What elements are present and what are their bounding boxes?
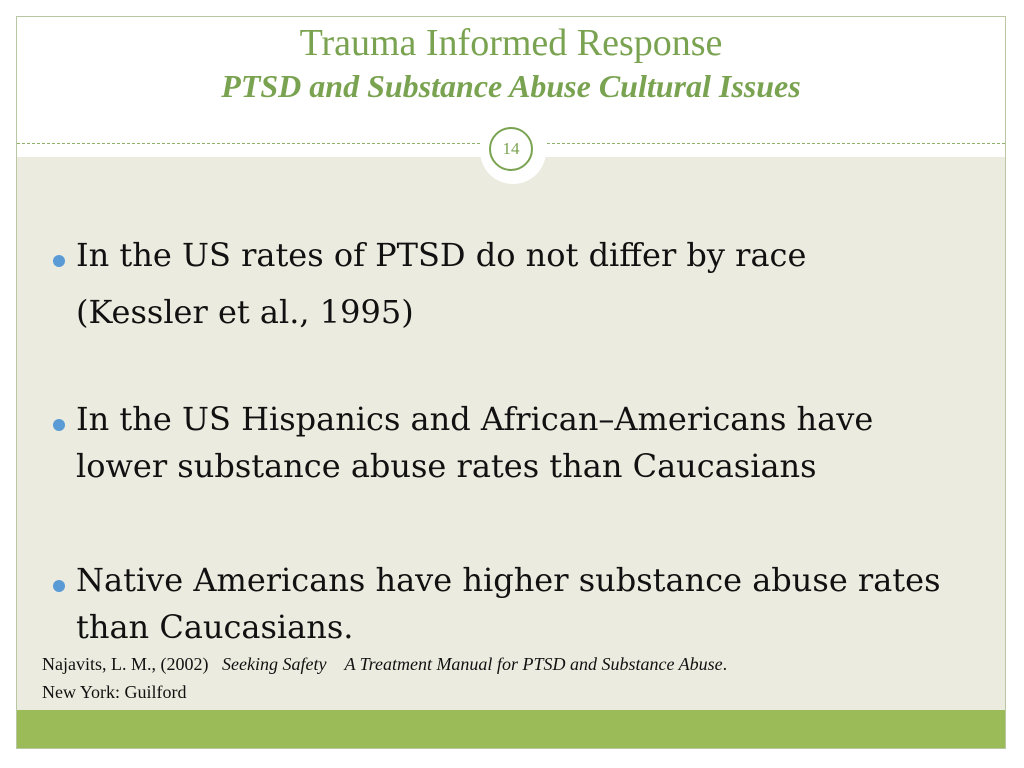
bullet-item: In the US rates of PTSD do not differ by… [53,232,996,336]
bullet-item: In the US Hispanics and African–American… [53,396,996,490]
citation-title: Seeking Safety [221,654,327,674]
citation-line-1: Najavits, L. M., (2002) Seeking Safety A… [42,650,992,678]
citation-author: Najavits, L. M., (2002) [42,654,209,674]
bullet-list: In the US rates of PTSD do not differ by… [17,157,1005,710]
bullet-dot-icon [53,419,65,431]
bullet-line: lower substance abuse rates than Caucasi… [76,447,817,485]
slide-number: 14 [489,127,533,171]
bullet-line: (Kessler et al., 1995) [76,293,414,331]
slide-title: Trauma Informed Response [299,22,723,64]
bullet-dot-icon [53,580,65,592]
bullet-line: In the US Hispanics and African–American… [76,400,874,438]
bullet-item: Native Americans have higher substance a… [53,557,996,651]
bullet-dot-icon [53,255,65,267]
slide-subtitle: PTSD and Substance Abuse Cultural Issues [221,68,801,104]
citation-subtitle: A Treatment Manual for PTSD and Substanc… [344,654,723,674]
bullet-line: Native Americans have higher substance a… [76,561,941,599]
slide-number-badge: 14 [480,118,546,184]
footer-bar [17,710,1005,748]
slide-frame: Trauma Informed Response PTSD and Substa… [16,16,1006,749]
citation-end: . [722,654,728,674]
slide-content: In the US rates of PTSD do not differ by… [17,157,1005,710]
citation-publisher: New York: Guilford [42,682,187,702]
bullet-line: than Caucasians. [76,608,354,646]
citation: Najavits, L. M., (2002) Seeking Safety A… [42,650,992,706]
bullet-line: In the US rates of PTSD do not differ by… [76,236,807,274]
